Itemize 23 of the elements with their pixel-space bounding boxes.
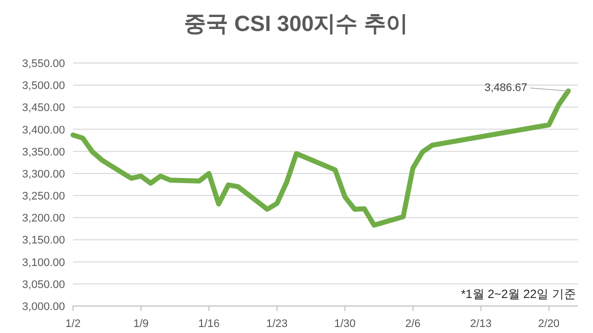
y-tick-label: 3,150.00 xyxy=(22,234,65,247)
x-tick-label: 1/16 xyxy=(198,318,220,330)
x-tick-label: 1/23 xyxy=(266,318,288,330)
y-tick-label: 3,350.00 xyxy=(22,146,65,158)
x-tick-label: 2/13 xyxy=(470,318,492,330)
y-tick-label: 3,050.00 xyxy=(22,278,65,291)
x-tick-label: 1/30 xyxy=(334,318,356,330)
y-tick-label: 3,450.00 xyxy=(22,102,65,114)
x-tick-label: 2/6 xyxy=(405,318,421,330)
chart-title: 중국 CSI 300지수 추이 xyxy=(184,11,408,36)
y-tick-label: 3,250.00 xyxy=(22,190,65,203)
annotation: 3,486.67 xyxy=(484,82,528,94)
y-tick-label: 3,000.00 xyxy=(22,301,65,313)
x-tick-label: 1/9 xyxy=(133,318,149,330)
x-tick-label: 1/2 xyxy=(65,318,81,330)
y-tick-label: 3,500.00 xyxy=(22,80,65,92)
y-tick-label: 3,300.00 xyxy=(22,168,65,180)
y-tick-label: 3,100.00 xyxy=(22,256,65,269)
x-tick-label: 2/20 xyxy=(538,318,560,330)
annotation: *1월 2~2월 22일 기준 xyxy=(460,287,576,301)
y-tick-label: 3,550.00 xyxy=(22,58,65,70)
y-tick-label: 3,400.00 xyxy=(22,124,65,136)
y-tick-label: 3,200.00 xyxy=(22,212,65,225)
